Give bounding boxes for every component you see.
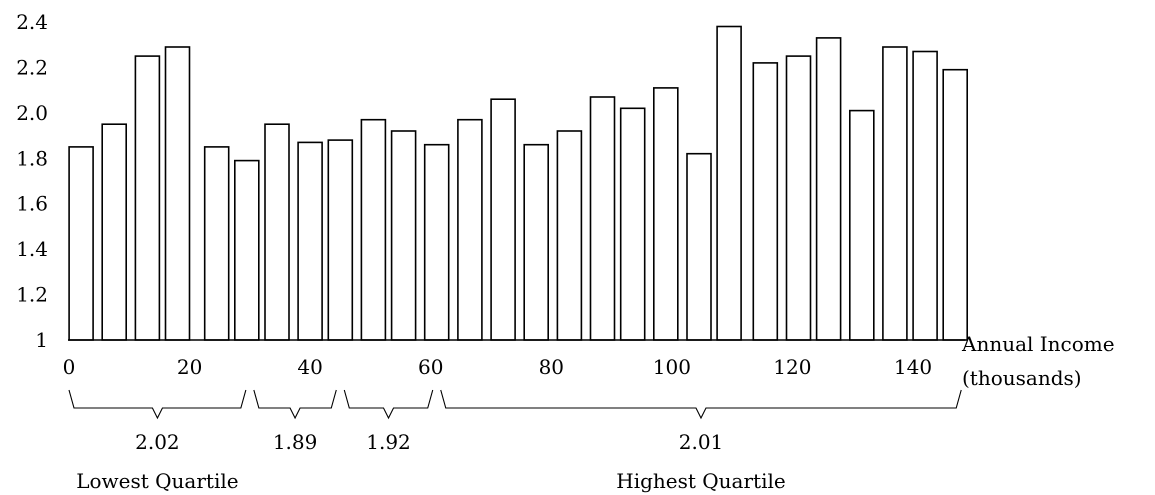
bar-3 (134, 55, 161, 341)
y-tick-label-5: 2.0 (16, 101, 48, 125)
bar-5 (203, 146, 230, 341)
bar-25 (848, 109, 875, 341)
bar-18 (619, 107, 646, 341)
bar-23 (785, 55, 812, 341)
group-value-3: 1.92 (366, 430, 411, 454)
group-value-1: 2.02 (135, 430, 180, 454)
group-value-2: 1.89 (273, 430, 318, 454)
bar-27 (912, 50, 938, 341)
x-tick-label-6: 120 (773, 355, 811, 379)
bar-21 (716, 25, 742, 341)
bar-24 (815, 37, 842, 341)
y-tick-label-6: 2.2 (16, 55, 48, 79)
bar-28 (942, 68, 969, 341)
bar-20 (686, 152, 712, 341)
bar-17 (589, 96, 616, 341)
brace-group-4 (440, 389, 962, 420)
x-tick-label-0: 0 (63, 355, 76, 379)
bar-8 (297, 141, 323, 341)
x-axis-title-line2: (thousands) (962, 366, 1082, 390)
bar-7 (264, 123, 290, 341)
group-label-1: Lowest Quartile (76, 469, 238, 493)
bar-12 (423, 143, 450, 341)
y-tick-label-2: 1.4 (16, 237, 48, 261)
bar-22 (752, 62, 779, 341)
x-tick-label-3: 60 (418, 355, 443, 379)
bar-13 (457, 118, 483, 341)
x-tick-label-1: 20 (177, 355, 202, 379)
y-tick-label-7: 2.4 (16, 10, 48, 34)
bar-11 (390, 130, 417, 341)
bar-15 (523, 143, 550, 341)
bar-1 (68, 146, 94, 341)
x-tick-label-4: 80 (539, 355, 564, 379)
brace-group-1 (68, 389, 247, 420)
brace-group-2 (253, 389, 337, 420)
bar-26 (882, 46, 908, 341)
bar-16 (556, 130, 583, 341)
bars-group (68, 25, 969, 341)
bar-19 (652, 87, 679, 341)
brace-group-3 (343, 389, 434, 420)
bar-6 (234, 159, 260, 341)
y-tick-label-1: 1.2 (16, 283, 48, 307)
group-label-4: Highest Quartile (616, 469, 785, 493)
x-tick-label-2: 40 (297, 355, 322, 379)
bar-10 (360, 118, 387, 341)
y-axis-ticks: 1 1.2 1.4 1.6 1.8 2.0 2.2 2.4 (16, 10, 48, 352)
x-axis-ticks: 0 20 40 60 80 100 120 140 (63, 355, 932, 379)
y-tick-label-3: 1.6 (16, 192, 48, 216)
x-axis-title-line1: Annual Income (961, 332, 1115, 356)
bar-14 (490, 98, 516, 341)
bar-9 (327, 139, 354, 341)
x-tick-label-7: 140 (894, 355, 932, 379)
bar-4 (164, 46, 191, 341)
y-tick-label-0: 1 (35, 328, 48, 352)
bar-2 (101, 123, 127, 341)
y-tick-label-4: 1.8 (16, 146, 48, 170)
x-tick-label-5: 100 (653, 355, 691, 379)
quartile-groups: 2.02 Lowest Quartile 1.89 1.92 2.01 Highest Q… (68, 389, 962, 493)
group-value-4: 2.01 (679, 430, 724, 454)
